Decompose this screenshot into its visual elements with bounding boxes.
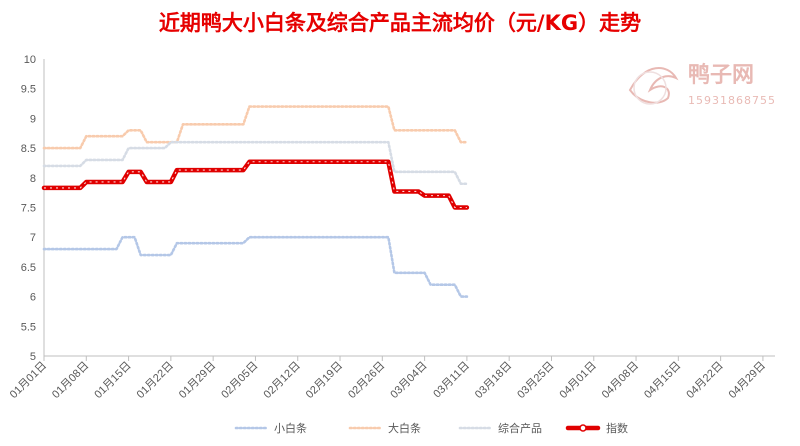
x-tick-label: 01月08日 [50,360,91,401]
y-tick-label: 5 [30,351,36,363]
y-tick-label: 8 [30,173,36,185]
index-marker-dots [44,161,467,209]
y-tick-label: 8.5 [21,143,36,155]
x-tick-label: 03月04日 [388,360,429,401]
x-tick-label: 01月22日 [135,360,176,401]
y-tick-label: 6 [30,292,36,304]
x-tick-label: 04月01日 [558,360,599,401]
series-line-2 [42,140,469,186]
x-tick-label: 02月12日 [262,360,303,401]
y-tick-label: 6.5 [21,262,36,274]
y-tick-label: 10 [24,54,36,66]
legend-label-3: 指数 [606,421,628,435]
x-tick-label: 02月19日 [304,360,345,401]
watermark-phone: 15931868755 [688,94,776,107]
x-tick-label: 03月18日 [473,360,514,401]
y-tick-label: 5.5 [21,321,36,333]
x-tick-label: 01月15日 [92,360,133,401]
series-line-1 [42,105,469,150]
x-tick-label: 03月11日 [431,360,472,401]
chart-legend: 小白条 大白条 综合产品 指数 [234,421,628,435]
chart-axes [43,59,775,357]
x-tick-label: 01月01日 [8,360,49,401]
y-axis-ticks: 5 5.5 6 6.5 7 7.5 8 8.5 9 9.5 10 [21,54,36,363]
duck-logo-watermark: 鸭子网 15931868755 [628,62,776,107]
x-axis-ticks: 01月01日 01月08日 01月15日 01月22日 01月29日 02月05日 02月1… [8,356,768,401]
legend-label-0: 小白条 [274,421,307,435]
x-tick-label: 01月29日 [177,360,218,401]
x-tick-label: 04月29日 [727,360,768,401]
x-tick-label: 04月22日 [684,360,725,401]
duck-wing-icon [628,67,679,105]
x-tick-label: 04月08日 [600,360,641,401]
series-layer [41,105,470,298]
chart-title: 近期鸭大小白条及综合产品主流均价（元/KG）走势 [159,11,641,35]
legend-label-2: 综合产品 [498,421,542,435]
x-tick-label: 02月26日 [346,360,387,401]
y-tick-label: 7 [30,232,36,244]
y-tick-label: 9.5 [21,84,36,96]
y-tick-label: 7.5 [21,203,36,215]
x-tick-label: 04月15日 [642,360,683,401]
legend-marker-3 [579,424,587,432]
y-tick-label: 9 [30,113,36,125]
x-tick-label: 02月05日 [219,360,260,401]
series-line-0 [42,235,469,298]
legend-label-1: 大白条 [388,421,421,435]
series-line-3 [41,159,470,210]
x-tick-label: 03月25日 [515,360,556,401]
watermark-brand: 鸭子网 [688,62,754,88]
